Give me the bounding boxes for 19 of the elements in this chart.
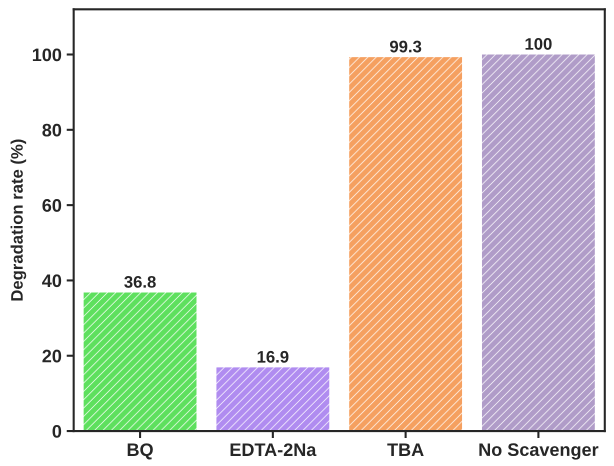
y-tick-label: 0 [52, 424, 62, 438]
x-tick-label: EDTA-2Na [230, 443, 316, 456]
bar [216, 367, 330, 432]
bar [482, 54, 595, 432]
x-tick-label: BQ [128, 443, 153, 460]
data-label: 16.9 [258, 350, 288, 363]
x-tick-label: No Scavenger [479, 443, 598, 460]
y-axis-title: Degradation rate (%) [10, 140, 26, 301]
bar [84, 292, 196, 432]
y-tick-label: 80 [42, 124, 62, 137]
y-tick-label: 20 [42, 350, 62, 362]
data-label: 99.3 [390, 40, 422, 52]
y-tick-label: 40 [42, 274, 62, 288]
data-label: 36.8 [124, 276, 156, 288]
y-tick-label: 100 [32, 48, 62, 62]
x-tick-label: TBA [387, 444, 424, 456]
y-tick-label: 60 [42, 199, 62, 212]
data-label: 100 [526, 38, 552, 50]
bar [349, 57, 462, 432]
